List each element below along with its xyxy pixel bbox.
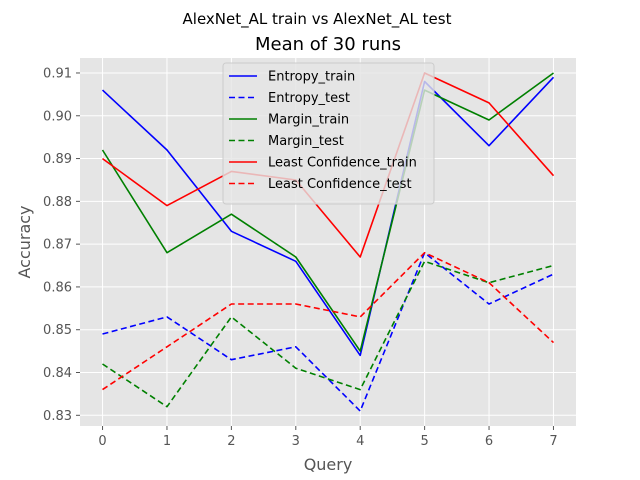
series-line-margin-test xyxy=(102,260,554,408)
series-line-entropy-train xyxy=(101,76,555,357)
x-axis-label: Query xyxy=(304,455,353,474)
y-tick-label: 0.91 xyxy=(43,66,72,81)
legend-label: Entropy_test xyxy=(268,91,350,106)
y-axis-label: Accuracy xyxy=(15,205,34,278)
x-tick-label: 7 xyxy=(549,434,557,449)
y-tick-label: 0.88 xyxy=(43,195,72,210)
x-tick-label: 6 xyxy=(485,434,493,449)
x-tick-label: 4 xyxy=(356,434,364,449)
legend-label: Entropy_train xyxy=(268,70,355,85)
legend-label: Margin_test xyxy=(268,134,344,149)
series-lines xyxy=(101,72,555,412)
series-line-least-confidence-train xyxy=(102,72,555,258)
series-line-least-confidence-test xyxy=(102,251,555,391)
x-tick-label: 5 xyxy=(420,434,428,449)
chart-suptitle: AlexNet_AL train vs AlexNet_AL test xyxy=(183,10,452,29)
y-tick-label: 0.85 xyxy=(43,323,72,338)
x-tick-label: 3 xyxy=(292,434,300,449)
y-tick-label: 0.89 xyxy=(43,152,72,167)
y-tick-label: 0.84 xyxy=(43,366,72,381)
legend-frame xyxy=(222,62,435,205)
x-tick-label: 2 xyxy=(227,434,235,449)
y-tick-label: 0.86 xyxy=(43,280,72,295)
legend: Entropy_train Entropy_test Margin_train Mar… xyxy=(222,62,435,205)
legend-label: Least Confidence_test xyxy=(268,177,412,192)
legend-label: Least Confidence_train xyxy=(268,156,417,171)
grid-lines xyxy=(80,58,576,426)
x-axis-ticks: 0 1 2 3 4 5 6 7 xyxy=(98,426,558,449)
y-tick-label: 0.83 xyxy=(43,409,72,424)
x-tick-label: 0 xyxy=(98,434,106,449)
series-line-entropy-test xyxy=(102,251,554,412)
y-tick-label: 0.87 xyxy=(43,238,72,253)
legend-label: Margin_train xyxy=(268,113,349,128)
series-line-margin-train xyxy=(101,72,554,352)
y-axis-ticks: 0.83 0.84 0.85 0.86 0.87 0.88 0.89 0.90 0.91 xyxy=(43,66,80,424)
y-tick-label: 0.90 xyxy=(43,109,72,124)
chart-title: Mean of 30 runs xyxy=(255,34,401,55)
x-tick-label: 1 xyxy=(163,434,171,449)
